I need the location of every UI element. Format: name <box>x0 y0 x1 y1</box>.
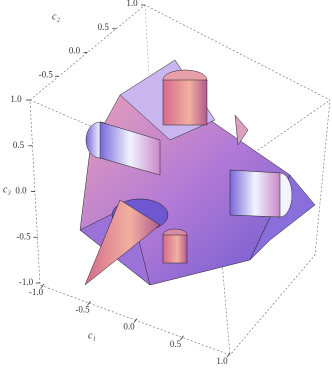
tick-mark <box>226 352 231 358</box>
axis-label: c₁ <box>88 330 96 341</box>
tick-label: 0.0 <box>15 186 27 196</box>
tick-label: 1.0 <box>10 94 22 104</box>
tick-label: 0.5 <box>13 140 25 150</box>
axes: c₁ -1.0 -0.5 0.0 0.5 1.0 c₂ -0.5 0.0 0.5 1.0 c₃ -1.0… <box>3 0 231 366</box>
axis-label: c₂ <box>52 11 60 22</box>
tick-label: -1.0 <box>19 277 34 287</box>
tick-label: 0.5 <box>98 22 110 32</box>
tick-label: -0.5 <box>39 69 54 79</box>
tick-label: -1.0 <box>29 287 44 297</box>
tick-mark <box>87 301 91 306</box>
tick-label: 1.0 <box>126 0 138 8</box>
tick-label: -0.5 <box>75 304 90 314</box>
tick-label: 0.0 <box>123 322 135 332</box>
tick-label: 0.5 <box>170 339 182 349</box>
surface <box>79 59 316 286</box>
tick-label: 0.0 <box>69 46 81 56</box>
tick-mark <box>180 335 184 340</box>
tick-label: -0.5 <box>16 231 31 241</box>
tick-mark <box>133 318 138 323</box>
tick-label: 1.0 <box>216 356 228 366</box>
axis-label: c₃ <box>3 184 11 195</box>
tick-mark <box>40 283 45 289</box>
